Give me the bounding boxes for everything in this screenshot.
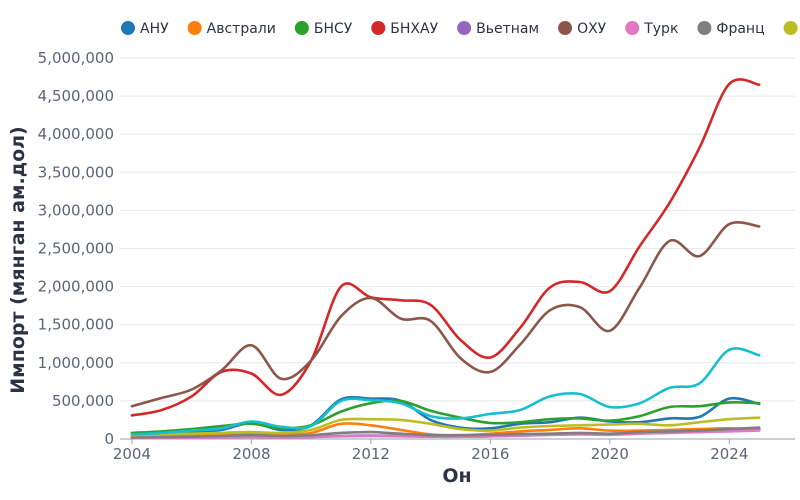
series-line-7[interactable]	[130, 426, 761, 439]
legend-swatch	[457, 21, 472, 35]
y-tick-label: 2,500,000	[38, 240, 114, 258]
x-tick-label: 2024	[710, 445, 748, 463]
x-tick-label: 2016	[471, 445, 509, 463]
x-tick-label: 2012	[352, 445, 390, 463]
legend-swatch	[625, 21, 640, 35]
legend-item[interactable]: Турк	[625, 21, 678, 37]
legend-swatch	[697, 21, 712, 35]
x-axis-title: Он	[442, 465, 471, 487]
legend-label: Австрали	[207, 21, 276, 37]
series-line-3[interactable]	[130, 78, 761, 417]
legend-item[interactable]: БНХАУ	[371, 21, 439, 37]
series-line-9[interactable]	[130, 347, 761, 436]
legend-item[interactable]: АНУ	[121, 21, 169, 37]
x-tick-label: 2004	[113, 445, 151, 463]
legend-label: ОХУ	[577, 21, 607, 37]
series-line-6[interactable]	[130, 429, 761, 440]
legend-label: БНХАУ	[390, 21, 438, 37]
legend-item[interactable]: БНСУ	[294, 21, 353, 37]
y-tick-label: 4,500,000	[38, 87, 114, 105]
x-tick-label: 2020	[591, 445, 629, 463]
y-tick-label: 0	[104, 430, 114, 448]
series-line-0[interactable]	[130, 395, 761, 436]
legend-swatch	[558, 21, 573, 35]
y-tick-label: 1,000,000	[38, 354, 114, 372]
legend-item[interactable]: Вьетнам	[457, 21, 539, 37]
series-lines[interactable]	[130, 78, 761, 440]
legend-swatch	[121, 21, 135, 35]
legend-label: АНУ	[140, 21, 169, 37]
legend-label: БНСУ	[314, 21, 353, 37]
y-tick-label: 3,500,000	[38, 163, 114, 181]
legend-swatch	[294, 21, 309, 35]
x-tick-label: 2008	[232, 445, 270, 463]
legend[interactable]: АНУ Австрали БНСУ БНХАУ Вьетнам ОХУ Турк Франц	[121, 21, 798, 37]
y-tick-label: 5,000,000	[38, 49, 114, 67]
legend-swatch	[783, 21, 798, 35]
legend-item[interactable]: ОХУ	[558, 21, 607, 37]
series-line-5[interactable]	[130, 221, 761, 408]
y-tick-label: 1,500,000	[38, 316, 114, 334]
y-tick-label: 4,000,000	[38, 125, 114, 143]
y-axis-title: Импорт (мянган ам.дол)	[7, 126, 29, 393]
legend-label: Франц	[716, 21, 764, 37]
y-tick-label: 2,000,000	[38, 278, 114, 296]
gridlines	[120, 57, 795, 440]
legend-item[interactable]	[783, 21, 798, 35]
legend-swatch	[187, 21, 202, 35]
x-axis-ticks: 2004 2008 2012 2016 2020 2024	[113, 439, 748, 463]
legend-label: Вьетнам	[476, 21, 539, 37]
legend-label: Турк	[643, 21, 678, 37]
y-tick-label: 3,000,000	[38, 201, 114, 219]
series-line-8[interactable]	[130, 416, 761, 437]
y-axis-ticks: 0 500,000 1,000,000 1,500,000 2,000,000 2,500…	[38, 49, 114, 448]
legend-item[interactable]: Франц	[697, 21, 765, 37]
legend-swatch	[371, 21, 386, 35]
legend-item[interactable]: Австрали	[187, 21, 276, 37]
y-tick-label: 500,000	[52, 392, 114, 410]
